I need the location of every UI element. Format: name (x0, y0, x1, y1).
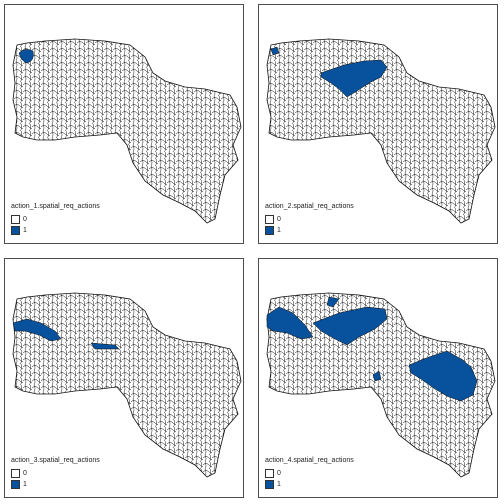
legend-swatch-0 (11, 215, 20, 224)
legend-swatch-1 (11, 480, 20, 489)
legend-item: 1 (265, 225, 354, 236)
legend-label: 0 (23, 470, 27, 477)
legend-label: 0 (277, 216, 281, 223)
legend-swatch-0 (265, 469, 274, 478)
legend-swatch-1 (11, 226, 20, 235)
legend-label: 0 (23, 216, 27, 223)
legend-title: action_2.spatial_req_actions (265, 203, 354, 210)
legend-label: 1 (277, 481, 281, 488)
legend-label: 0 (277, 470, 281, 477)
legend-swatch-1 (265, 226, 274, 235)
legend-label: 1 (23, 481, 27, 488)
legend-item: 0 (11, 214, 100, 225)
planning-units-map (266, 38, 496, 224)
map-panel-action-3: action_3.spatial_req_actions 0 1 (4, 258, 244, 498)
legend-title: action_4.spatial_req_actions (265, 457, 354, 464)
planning-units-map (12, 292, 242, 478)
legend: action_4.spatial_req_actions 0 1 (265, 457, 354, 490)
legend-item: 1 (11, 479, 100, 490)
legend-item: 0 (11, 468, 100, 479)
legend-title: action_1.spatial_req_actions (11, 203, 100, 210)
legend-swatch-1 (265, 480, 274, 489)
legend: action_3.spatial_req_actions 0 1 (11, 457, 100, 490)
legend-item: 1 (265, 479, 354, 490)
planning-units-map (12, 38, 242, 224)
legend-label: 1 (277, 227, 281, 234)
map-panel-action-4: action_4.spatial_req_actions 0 1 (258, 258, 498, 498)
legend-item: 1 (11, 225, 100, 236)
legend: action_2.spatial_req_actions 0 1 (265, 203, 354, 236)
planning-units-map (266, 292, 496, 478)
legend-item: 0 (265, 214, 354, 225)
legend-swatch-0 (265, 215, 274, 224)
legend-label: 1 (23, 227, 27, 234)
map-panel-action-2: action_2.spatial_req_actions 0 1 (258, 4, 498, 244)
legend-swatch-0 (11, 469, 20, 478)
map-panel-action-1: action_1.spatial_req_actions 0 1 (4, 4, 244, 244)
legend-item: 0 (265, 468, 354, 479)
legend-title: action_3.spatial_req_actions (11, 457, 100, 464)
legend: action_1.spatial_req_actions 0 1 (11, 203, 100, 236)
